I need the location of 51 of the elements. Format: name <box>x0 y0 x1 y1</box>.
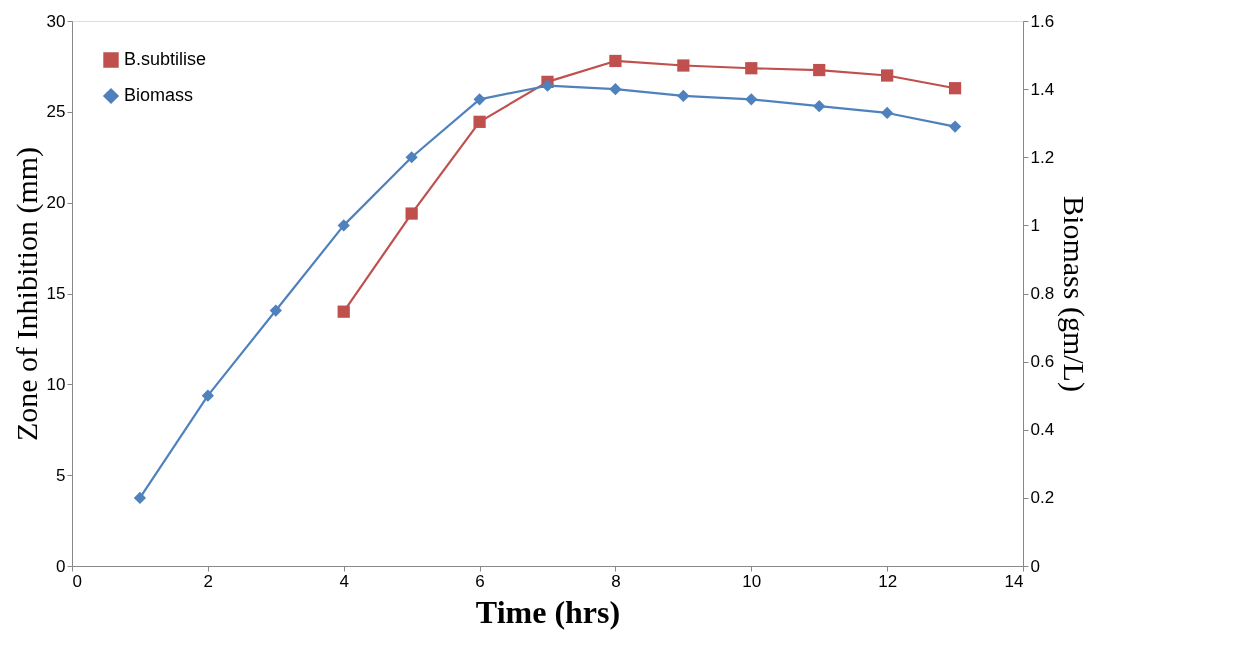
y2-tick-label: 1.2 <box>1030 147 1055 167</box>
point <box>881 69 894 82</box>
x-tick-label: 8 <box>611 571 621 591</box>
y-tick-label: 15 <box>46 284 66 303</box>
point <box>745 93 758 106</box>
point <box>813 100 826 113</box>
x-axis-title: Time (hrs) <box>475 593 621 630</box>
point <box>677 89 690 103</box>
point <box>609 83 622 96</box>
x-tick-label: 10 <box>742 571 762 591</box>
y-tick-label: 10 <box>46 374 66 394</box>
y2-tick-label: 0 <box>1030 556 1040 576</box>
point <box>405 207 418 220</box>
x-tick-label: 12 <box>878 571 898 591</box>
legend-label: B.subtilise <box>124 49 207 69</box>
x-tick-label: 4 <box>339 571 349 591</box>
y-tick-label: 5 <box>56 465 66 485</box>
y-tick-label: 20 <box>46 193 66 213</box>
point <box>133 491 147 504</box>
point <box>541 79 554 92</box>
point <box>948 120 962 133</box>
y2-tick-label: 0.6 <box>1030 352 1055 372</box>
point <box>269 304 282 317</box>
point <box>881 106 894 120</box>
y2-axis-title: Biomass (gm/L) <box>1057 196 1092 392</box>
point <box>337 219 350 232</box>
point <box>609 54 622 68</box>
y-tick-label: 30 <box>46 11 66 31</box>
x-tick-label: 2 <box>203 571 214 591</box>
y-tick-label: 0 <box>56 556 66 576</box>
x-tick-label: 6 <box>475 571 485 591</box>
point <box>473 115 486 128</box>
x-tick-label: 14 <box>1004 571 1024 591</box>
point <box>745 62 758 75</box>
y2-tick-label: 0.8 <box>1030 284 1055 303</box>
y-tick-label: 25 <box>46 102 66 122</box>
y2-tick-label: 1 <box>1030 215 1040 235</box>
y2-tick-label: 0.2 <box>1030 488 1055 508</box>
y2-tick-label: 0.4 <box>1030 420 1055 440</box>
legend-label: Biomass <box>124 85 194 105</box>
y2-tick-label: 1.6 <box>1030 11 1055 31</box>
y-axis-title: Zone of Inhibition (mm) <box>9 146 44 442</box>
point <box>948 82 962 95</box>
point <box>201 389 214 402</box>
x-tick-label: 0 <box>72 571 82 591</box>
point <box>677 59 690 72</box>
point <box>337 305 350 318</box>
y2-tick-label: 1.4 <box>1030 79 1055 99</box>
point <box>813 63 826 77</box>
point <box>405 151 418 164</box>
point <box>473 93 486 106</box>
